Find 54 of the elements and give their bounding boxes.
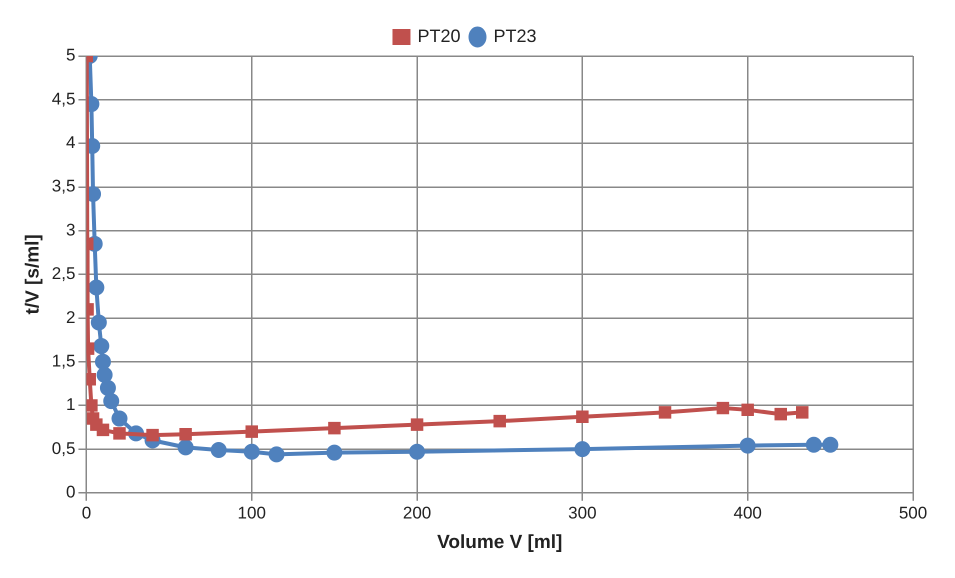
y-tick-label: 2,5 bbox=[52, 264, 76, 284]
point bbox=[88, 280, 104, 296]
point bbox=[410, 418, 424, 431]
y-tick-label: 0 bbox=[66, 482, 76, 502]
point bbox=[178, 439, 194, 456]
x-tick-label: 400 bbox=[734, 504, 762, 523]
point bbox=[574, 441, 590, 458]
y-tick-label: 1,5 bbox=[52, 351, 76, 370]
y-tick-label: 3,5 bbox=[52, 176, 76, 196]
legend-label: PT23 bbox=[494, 26, 537, 46]
point bbox=[93, 338, 110, 354]
point bbox=[716, 402, 730, 414]
point bbox=[179, 428, 192, 441]
point bbox=[774, 408, 787, 420]
point bbox=[409, 444, 426, 460]
point bbox=[246, 425, 258, 438]
y-tick-label: 0,5 bbox=[52, 438, 76, 458]
y-axis-title: t/V [s/ml] bbox=[22, 234, 44, 315]
point bbox=[244, 444, 260, 460]
point bbox=[740, 438, 756, 454]
point bbox=[210, 442, 227, 458]
point bbox=[328, 422, 341, 434]
point bbox=[113, 427, 126, 440]
y-tick-label: 4 bbox=[66, 133, 76, 152]
point bbox=[96, 424, 110, 436]
x-axis-title: Volume V [ml] bbox=[437, 532, 562, 553]
x-tick-label: 100 bbox=[238, 504, 266, 523]
x-tick-label: 0 bbox=[82, 504, 92, 523]
point bbox=[806, 436, 822, 453]
point bbox=[796, 406, 808, 419]
point bbox=[268, 446, 285, 462]
point bbox=[103, 393, 120, 410]
point bbox=[86, 399, 98, 412]
point bbox=[326, 444, 342, 461]
point bbox=[576, 410, 589, 424]
y-tick-label: 5 bbox=[66, 46, 76, 65]
y-tick-label: 1 bbox=[66, 395, 76, 414]
point bbox=[90, 314, 107, 330]
point bbox=[146, 428, 159, 442]
y-tick-label: 4,5 bbox=[52, 89, 76, 108]
x-tick-label: 500 bbox=[898, 504, 928, 523]
point bbox=[96, 366, 113, 383]
y-tick-label: 2 bbox=[66, 308, 76, 327]
point bbox=[658, 406, 672, 419]
point bbox=[741, 404, 754, 416]
x-tick-label: 300 bbox=[568, 504, 597, 523]
point bbox=[822, 436, 838, 453]
legend-label: PT20 bbox=[417, 26, 461, 46]
x-tick-label: 200 bbox=[402, 504, 432, 523]
point bbox=[493, 414, 506, 428]
point bbox=[94, 354, 111, 370]
y-tick-label: 3 bbox=[66, 220, 76, 240]
point bbox=[100, 380, 116, 396]
point bbox=[111, 410, 128, 427]
